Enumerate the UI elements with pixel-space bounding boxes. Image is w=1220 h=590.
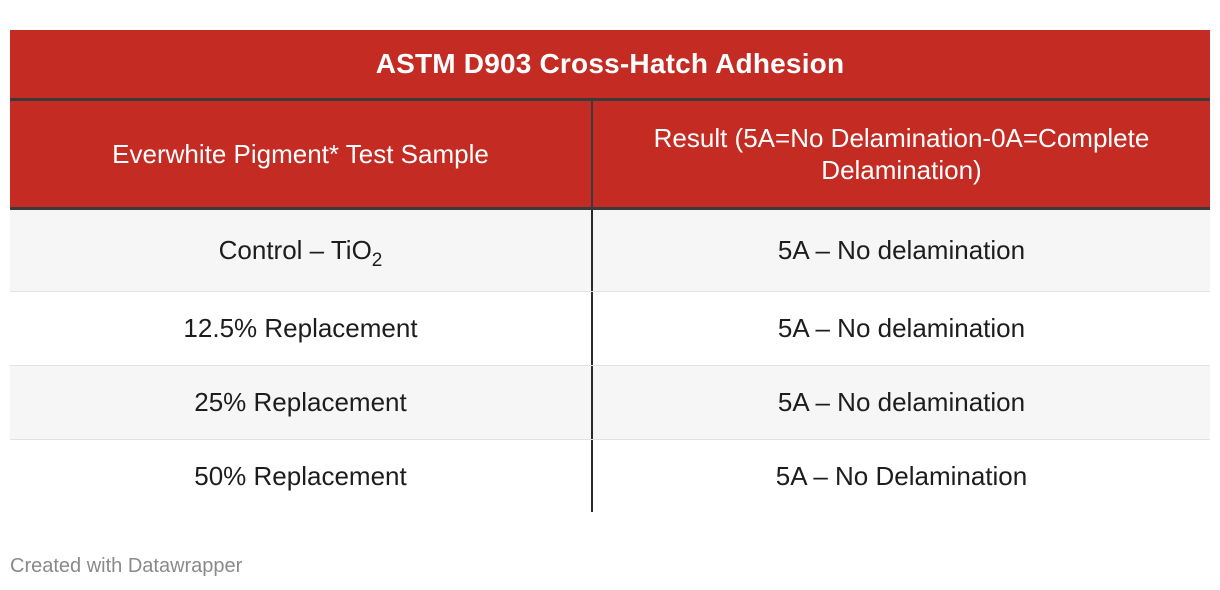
result-cell: 5A – No delamination [777,313,1026,343]
datawrapper-credit[interactable]: Created with Datawrapper [10,555,243,577]
column-header-sample: Everwhite Pigment* Test Sample [10,101,593,207]
column-header-result: Result (5A=No Delamination-0A=Complete D… [653,123,1150,185]
table-row: 50% Replacement 5A – No Delamination [10,440,1210,512]
table-row: 25% Replacement 5A – No delamination [10,366,1210,440]
table-row: Control – TiO2 5A – No delamination [10,210,1210,292]
adhesion-table: ASTM D903 Cross-Hatch Adhesion Everwhite… [10,30,1210,512]
sample-text: Control – TiO2 [218,235,383,270]
table-row: 12.5% Replacement 5A – No delamination [10,292,1210,366]
table-title: ASTM D903 Cross-Hatch Adhesion [375,48,845,79]
sample-subscript: 2 [371,250,383,271]
table-title-row: ASTM D903 Cross-Hatch Adhesion [10,30,1210,101]
sample-cell: 25% Replacement [10,366,593,439]
table-header-row: Everwhite Pigment* Test Sample Result (5… [10,101,1210,210]
sample-text-prefix: Control – TiO [218,235,372,265]
result-cell: 5A – No delamination [777,387,1026,417]
sample-cell: 50% Replacement [10,440,593,512]
result-cell: 5A – No delamination [777,235,1026,265]
sample-cell: 12.5% Replacement [10,292,593,365]
result-cell: 5A – No Delamination [775,460,1028,491]
sample-cell: Control – TiO2 [10,210,593,291]
